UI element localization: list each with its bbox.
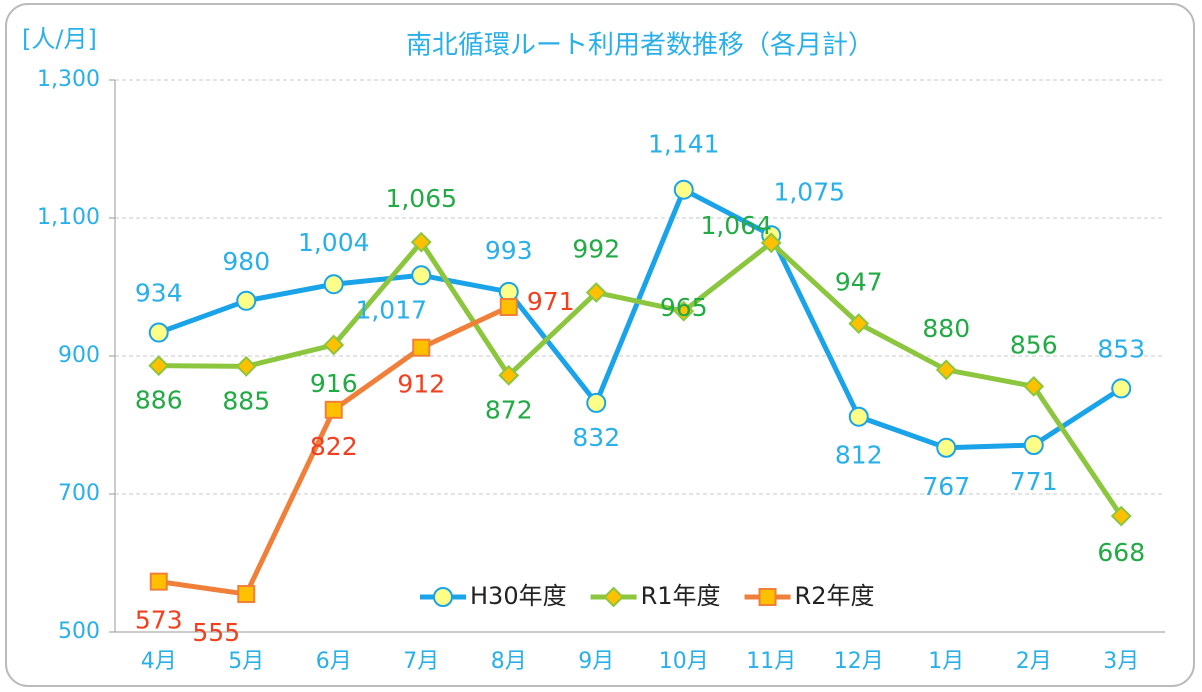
marker [498, 364, 520, 386]
data-label: 872 [485, 395, 533, 424]
data-label: 1,017 [355, 295, 427, 324]
marker [148, 322, 169, 343]
x-tick-label: 10月 [659, 649, 709, 674]
x-tick-label: 3月 [1103, 649, 1139, 674]
data-label: 1,075 [773, 177, 845, 206]
data-label: 885 [222, 386, 270, 415]
series [149, 298, 518, 604]
marker [148, 355, 170, 377]
data-label: 934 [135, 279, 183, 308]
y-tick-label: 500 [58, 619, 100, 644]
line [158, 239, 1124, 518]
x-tick-label: 6月 [316, 649, 352, 674]
data-label: 971 [527, 287, 575, 316]
data-label: 1,064 [700, 211, 772, 240]
data-label: 856 [1010, 330, 1058, 359]
y-tick-label: 900 [58, 343, 100, 368]
data-label: 832 [572, 423, 620, 452]
y-tick-label: 700 [58, 481, 100, 506]
data-label: 947 [835, 268, 883, 297]
marker [411, 265, 432, 286]
marker [235, 355, 257, 377]
y-axis-label: [人/月] [22, 25, 97, 53]
marker [936, 437, 957, 458]
data-label: 992 [572, 235, 620, 264]
marker [935, 359, 957, 381]
marker [499, 298, 518, 317]
series [148, 231, 1132, 527]
marker [673, 179, 694, 200]
data-label: 886 [135, 386, 183, 415]
data-label: 555 [192, 618, 240, 647]
marker [237, 585, 256, 604]
marker [585, 282, 607, 303]
x-tick-label: 12月 [834, 649, 884, 674]
x-tick-label: 11月 [746, 649, 796, 674]
marker [324, 400, 343, 419]
marker [1110, 505, 1132, 527]
data-label: 965 [660, 293, 708, 322]
y-tick-label: 1,300 [37, 67, 100, 92]
x-tick-label: 9月 [578, 649, 614, 674]
marker [586, 392, 607, 413]
legend-label: H30年度 [470, 582, 567, 610]
data-label: 822 [310, 432, 358, 461]
marker [848, 406, 869, 427]
y-tick-label: 1,100 [37, 205, 100, 230]
marker [1023, 435, 1044, 456]
data-label: 993 [485, 236, 533, 265]
chart-title: 南北循環ルート利用者数推移（各月計） [406, 31, 874, 61]
x-tick-label: 1月 [928, 649, 964, 674]
data-label: 767 [922, 472, 970, 501]
data-label: 1,141 [648, 130, 720, 159]
x-tick-label: 8月 [491, 649, 527, 674]
x-tick-label: 7月 [403, 649, 439, 674]
marker [433, 587, 453, 607]
data-label: 573 [135, 606, 183, 635]
line [157, 187, 1123, 451]
data-label: 980 [222, 247, 270, 276]
marker [323, 274, 344, 295]
x-tick-label: 5月 [228, 649, 264, 674]
legend-label: R1年度 [641, 582, 721, 610]
data-label: 1,065 [385, 184, 457, 213]
data-label: 853 [1097, 334, 1145, 363]
x-tick-label: 4月 [141, 649, 177, 674]
data-label: 812 [835, 441, 883, 470]
marker [323, 334, 345, 356]
marker [673, 300, 695, 322]
legend-label: R2年度 [795, 582, 875, 610]
data-label: 880 [922, 314, 970, 343]
x-tick-label: 2月 [1016, 649, 1052, 674]
marker [758, 588, 777, 606]
marker [1111, 378, 1132, 399]
data-label: 916 [310, 369, 358, 398]
data-label: 1,004 [298, 228, 370, 257]
data-label: 771 [1010, 467, 1058, 496]
chart-frame [5, 3, 1195, 687]
marker [848, 313, 870, 334]
data-label: 668 [1097, 538, 1145, 567]
marker [149, 572, 168, 591]
marker [603, 586, 625, 608]
marker [410, 231, 432, 253]
marker [236, 290, 257, 311]
marker [412, 338, 431, 357]
marker [1023, 375, 1045, 397]
marker [760, 232, 782, 254]
data-label: 912 [397, 370, 445, 399]
